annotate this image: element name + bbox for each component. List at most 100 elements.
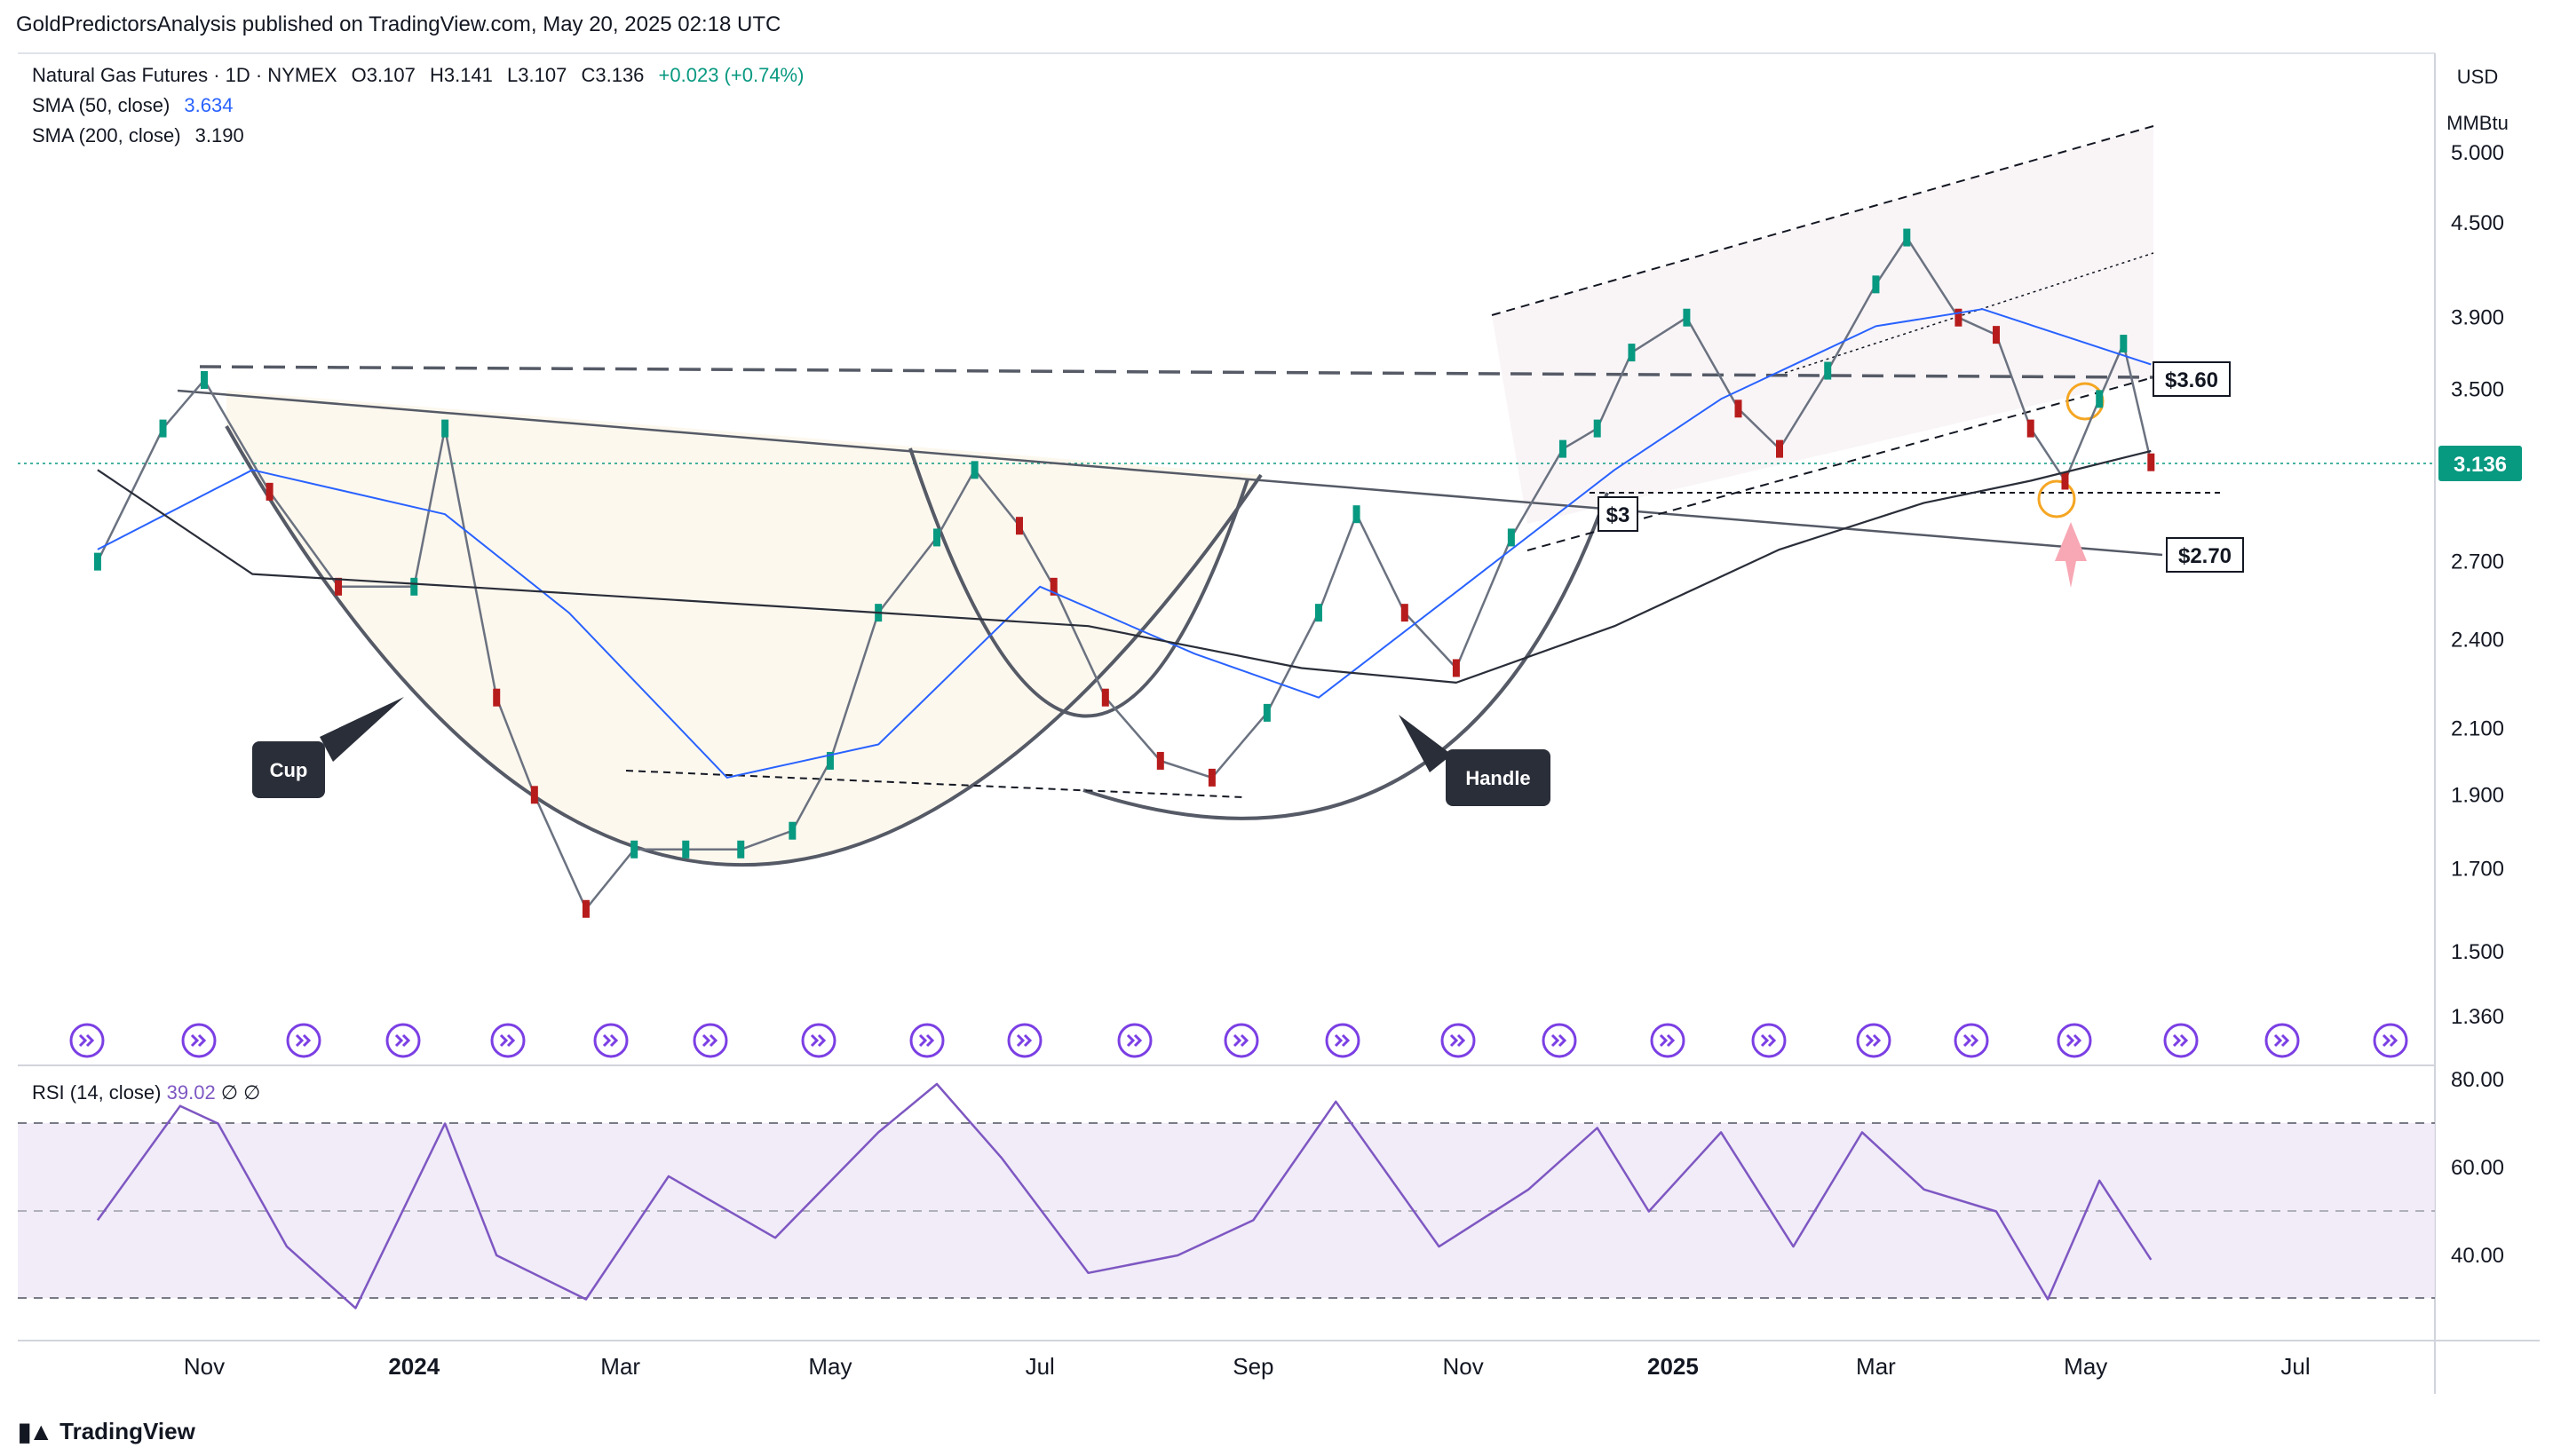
event-icon-chevrons	[1233, 1033, 1249, 1048]
price-point	[410, 577, 418, 596]
price-point	[789, 821, 797, 840]
level-360-label: $3.60	[2165, 368, 2218, 392]
event-icon[interactable]	[2057, 1023, 2092, 1058]
rsi-line	[96, 1082, 2153, 1310]
price-point	[2120, 335, 2128, 353]
price-point	[441, 419, 449, 438]
event-icon[interactable]	[1117, 1023, 1153, 1058]
event-icon[interactable]	[1954, 1023, 1989, 1058]
event-icon[interactable]	[909, 1023, 945, 1058]
price-tick-label: 1.700	[2451, 857, 2504, 881]
unit-label[interactable]: MMBtu	[2446, 112, 2509, 134]
low-value: L3.107	[507, 64, 567, 86]
tradingview-logo[interactable]: ▮▲ TradingView	[18, 1417, 195, 1446]
price-point	[1314, 604, 1322, 622]
price-point	[1263, 703, 1271, 722]
sma50-line	[97, 308, 2152, 779]
handle-callout[interactable]: Handle	[1399, 715, 1550, 806]
event-icon[interactable]	[69, 1023, 105, 1058]
price-tick-label: 2.700	[2451, 550, 2504, 574]
time-tick-label: 2024	[388, 1353, 440, 1380]
symbol-legend-row: Natural Gas Futures · 1D · NYMEX O3.107 …	[32, 60, 813, 91]
currency-label[interactable]: USD	[2457, 66, 2498, 88]
price-tick-label: 1.900	[2451, 783, 2504, 807]
event-icon[interactable]	[2163, 1023, 2199, 1058]
price-point	[630, 840, 638, 859]
price-tick-label: 2.400	[2451, 629, 2504, 653]
event-icon[interactable]	[2373, 1023, 2408, 1058]
event-icon[interactable]	[1440, 1023, 1476, 1058]
event-icon-chevrons	[1126, 1033, 1143, 1048]
event-icon[interactable]	[286, 1023, 321, 1058]
sma200-label: SMA (200, close)	[32, 124, 181, 146]
level-3-tag[interactable]: $3	[1598, 496, 1638, 532]
event-icon[interactable]	[181, 1023, 217, 1058]
price-point	[1593, 419, 1601, 438]
current-price-badge: 3.136	[2438, 446, 2522, 481]
event-icon-chevrons	[1760, 1033, 1777, 1048]
event-icon[interactable]	[801, 1023, 836, 1058]
rsi-legend[interactable]: RSI (14, close) 39.02 ∅ ∅	[32, 1081, 260, 1104]
event-icon-chevrons	[1962, 1033, 1979, 1048]
price-axis-ticks: 5.000 4.500 3.900 3.500 2.700 2.400 2.100 1.900…	[2451, 141, 2504, 1029]
event-icon[interactable]	[693, 1023, 728, 1058]
channel-mid-line	[1784, 252, 2154, 374]
price-point	[1824, 361, 1832, 380]
open-value: O3.107	[351, 64, 416, 86]
event-icon[interactable]	[1650, 1023, 1685, 1058]
price-point	[201, 371, 208, 390]
price-tick-label: 1.360	[2451, 1005, 2504, 1029]
event-icon-chevrons	[2172, 1033, 2189, 1048]
time-tick-label: May	[808, 1353, 852, 1380]
event-icon[interactable]	[1224, 1023, 1259, 1058]
event-icon[interactable]	[1007, 1023, 1043, 1058]
event-icon[interactable]	[2264, 1023, 2300, 1058]
price-tick-label: 3.900	[2451, 306, 2504, 330]
price-point	[1872, 275, 1880, 294]
level-360-tag[interactable]: $3.60	[2153, 361, 2231, 397]
event-icon-chevrons	[918, 1033, 935, 1048]
event-icon-chevrons	[1016, 1033, 1033, 1048]
time-tick-label: Jul	[1026, 1353, 1055, 1380]
event-icon-chevrons	[702, 1033, 718, 1048]
level-360-line	[199, 365, 2154, 379]
price-point	[2096, 390, 2104, 408]
price-point	[826, 751, 834, 770]
time-tick-label: 2025	[1647, 1353, 1699, 1380]
price-point	[266, 482, 274, 501]
event-icons	[69, 1023, 2408, 1058]
time-tick-label: Sep	[1233, 1353, 1273, 1380]
event-icon-chevrons	[2273, 1033, 2290, 1048]
cup-callout[interactable]: Cup	[252, 697, 404, 798]
price-point	[582, 899, 590, 918]
close-value: C3.136	[581, 64, 645, 86]
handle-curve-right	[1082, 492, 1609, 820]
event-icon[interactable]	[385, 1023, 421, 1058]
price-point	[1352, 505, 1360, 524]
price-point	[1400, 604, 1408, 622]
price-point	[2061, 471, 2069, 490]
event-icon-chevrons	[2382, 1033, 2398, 1048]
price-point	[2026, 419, 2034, 438]
event-icon[interactable]	[1751, 1023, 1787, 1058]
event-icon[interactable]	[1325, 1023, 1360, 1058]
time-tick-label: Jul	[2280, 1353, 2310, 1380]
event-icon[interactable]	[593, 1023, 629, 1058]
sma50-legend-row[interactable]: SMA (50, close) 3.634	[32, 91, 813, 121]
price-point	[971, 461, 979, 479]
sma200-value: 3.190	[194, 124, 244, 146]
price-point	[1775, 439, 1783, 458]
support-circle-marker	[2037, 479, 2076, 518]
symbol-name[interactable]: Natural Gas Futures · 1D · NYMEX	[32, 64, 337, 86]
event-icon[interactable]	[490, 1023, 526, 1058]
sma200-line	[97, 449, 2152, 684]
price-point	[530, 786, 538, 804]
event-icon-chevrons	[190, 1033, 207, 1048]
sma200-legend-row[interactable]: SMA (200, close) 3.190	[32, 121, 813, 151]
current-price-label: 3.136	[2454, 453, 2507, 477]
event-icon[interactable]	[1542, 1023, 1577, 1058]
event-icon[interactable]	[1856, 1023, 1891, 1058]
level-270-tag[interactable]: $2.70	[2166, 537, 2244, 573]
